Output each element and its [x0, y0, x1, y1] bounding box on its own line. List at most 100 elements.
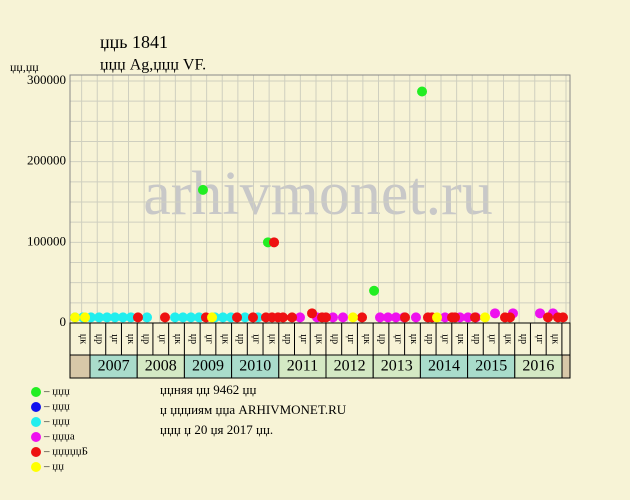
quarter-label: џг	[298, 334, 309, 343]
point	[247, 312, 258, 323]
point	[410, 312, 421, 323]
legend-marker	[31, 387, 41, 397]
point	[320, 312, 331, 323]
point	[480, 312, 490, 323]
point	[369, 285, 380, 296]
y-tick-label: 100000	[27, 233, 66, 248]
quarter-label: џр	[188, 334, 199, 344]
quarter-label: џр	[377, 334, 388, 344]
quarter-label: џр	[93, 334, 104, 344]
year-label: 2008	[145, 358, 177, 375]
point	[470, 312, 480, 323]
point	[557, 312, 568, 323]
quarter-label: џг	[392, 334, 403, 343]
point	[490, 308, 500, 319]
point	[287, 312, 298, 323]
point	[462, 312, 473, 323]
point	[160, 312, 170, 323]
legend-label: – џџ	[43, 461, 64, 473]
point	[390, 312, 401, 323]
point	[432, 312, 443, 323]
quarter-label: џр	[424, 334, 435, 344]
point	[240, 312, 250, 323]
chart-title: џџь 1841	[100, 32, 168, 52]
point	[217, 312, 228, 323]
year-cell-blank	[69, 354, 91, 379]
point	[400, 312, 410, 323]
point	[542, 312, 553, 323]
note: џџџ џ 20 џя 2017 џџ.	[160, 422, 273, 437]
quarter-label: џг	[204, 334, 215, 343]
quarter-label: џк	[502, 334, 513, 344]
legend-label: – џџџ	[43, 386, 70, 398]
point	[194, 312, 205, 323]
point	[295, 312, 305, 323]
legend-marker	[31, 402, 41, 412]
point	[382, 312, 393, 323]
year-label: 2012	[334, 358, 366, 375]
legend-marker	[31, 462, 41, 472]
quarter-label: џк	[408, 334, 419, 344]
plot-area	[70, 75, 570, 323]
point	[94, 312, 105, 323]
point	[337, 312, 348, 323]
point	[102, 312, 113, 323]
year-label: 2016	[522, 358, 554, 375]
point	[142, 312, 153, 323]
y-tick-label: 300000	[27, 72, 66, 87]
legend-label: – џџџ	[43, 401, 70, 413]
legend-marker	[31, 417, 41, 427]
quarter-label: џк	[361, 334, 372, 344]
point	[347, 312, 358, 323]
quarter-label: џг	[156, 334, 167, 343]
point	[197, 184, 208, 195]
quarter-label: џк	[125, 334, 136, 344]
year-label: 2015	[475, 358, 507, 375]
note: џџняя џџ 9462 џџ	[160, 382, 256, 397]
point	[277, 312, 288, 323]
point	[110, 312, 120, 323]
point	[185, 312, 196, 323]
year-cell-blank	[561, 354, 571, 379]
point	[440, 312, 450, 323]
year-label: 2007	[98, 358, 130, 375]
point	[70, 312, 80, 323]
point	[117, 312, 128, 323]
quarter-label: џр	[518, 334, 529, 344]
point	[505, 312, 515, 323]
point	[132, 312, 143, 323]
legend-marker	[31, 432, 41, 442]
year-label: 2010	[239, 358, 271, 375]
note: џ џџџиям џџа ARHIVMONET.RU	[160, 402, 347, 417]
quarter-label: џк	[455, 334, 466, 344]
y-axis-label: џџ,џџ	[10, 60, 39, 74]
quarter-label: џк	[219, 334, 230, 344]
point	[307, 308, 318, 319]
quarter-label: џг	[345, 334, 356, 343]
point	[177, 312, 188, 323]
point	[170, 312, 180, 323]
point	[327, 312, 338, 323]
point	[232, 312, 243, 323]
point	[417, 86, 428, 97]
quarter-label: џк	[314, 334, 325, 344]
y-tick-label: 0	[60, 314, 67, 329]
quarter-label: џр	[329, 334, 340, 344]
point	[357, 312, 368, 323]
quarter-label: џр	[282, 334, 293, 344]
quarter-label: џр	[235, 334, 246, 344]
quarter-label: џк	[172, 334, 183, 344]
point	[80, 312, 90, 323]
quarter-label: џр	[471, 334, 482, 344]
point	[125, 312, 136, 323]
quarter-label: џг	[439, 334, 450, 343]
watermark: arhivmonet.ru	[143, 160, 493, 228]
quarter-label: џк	[266, 334, 277, 344]
quarter-label: џг	[251, 334, 262, 343]
quarter-label: џг	[109, 334, 120, 343]
quarter-label: џк	[78, 334, 89, 344]
point	[207, 312, 218, 323]
point	[450, 312, 460, 323]
quarter-label: џр	[141, 334, 152, 344]
